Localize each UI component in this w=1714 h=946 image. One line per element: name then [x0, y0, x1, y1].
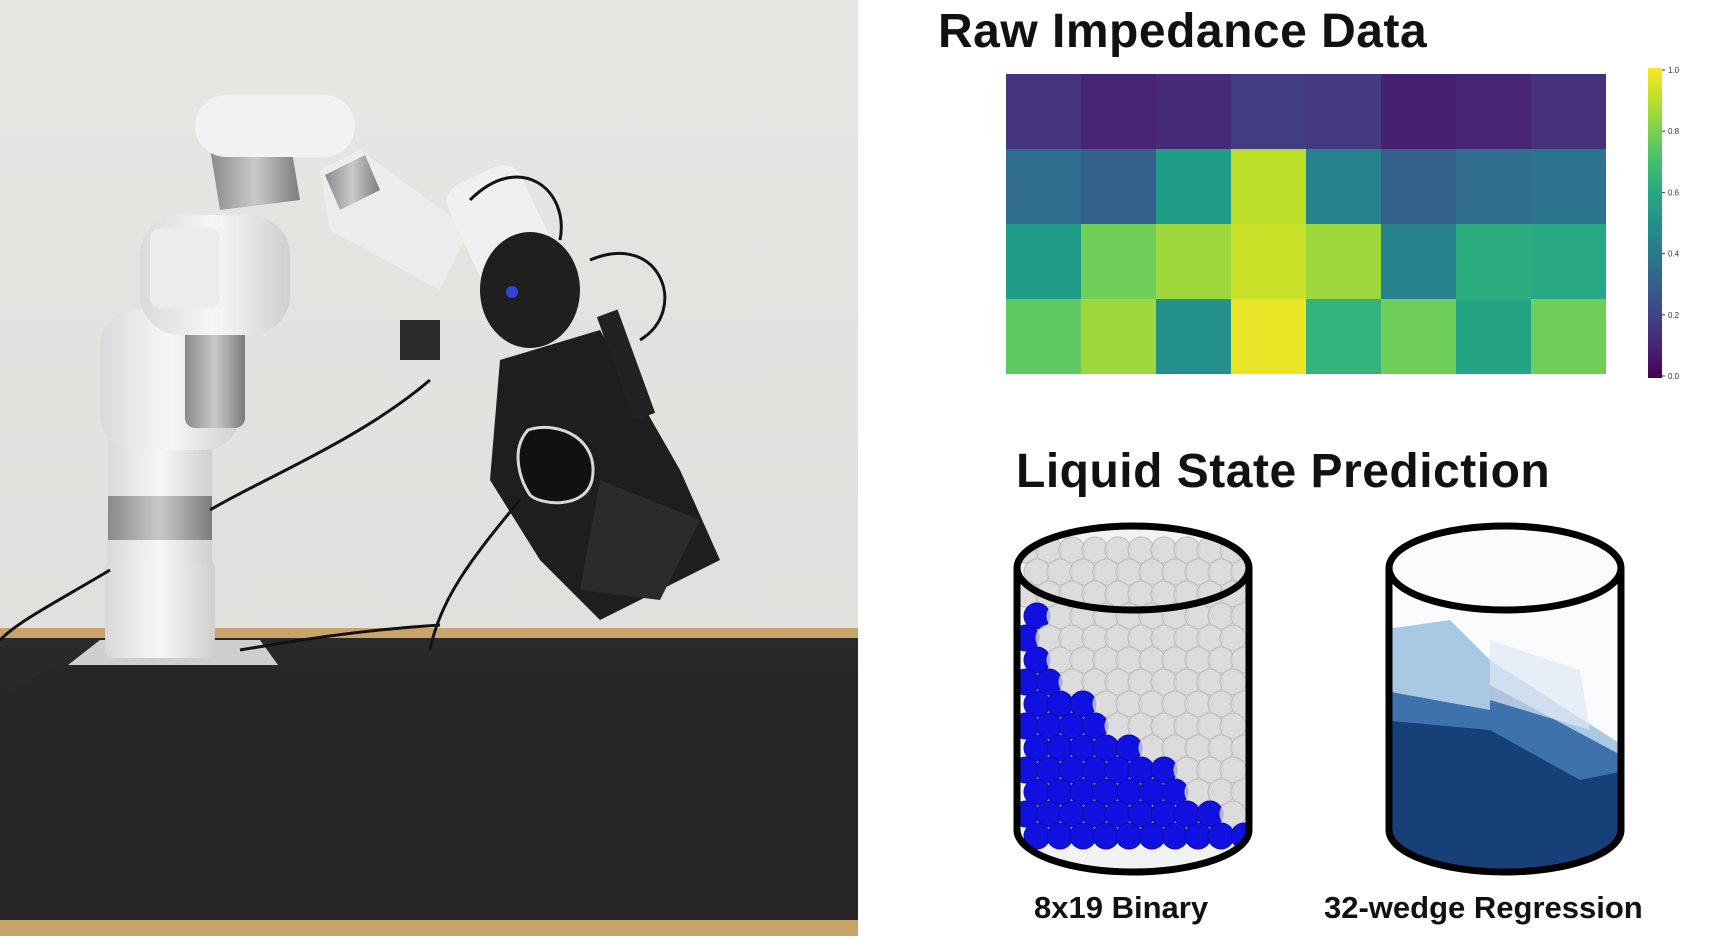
heatmap-title: Raw Impedance Data — [938, 5, 1428, 58]
heatmap-cell — [1156, 74, 1232, 150]
liquid-particle — [1046, 822, 1074, 850]
prediction-title: Liquid State Prediction — [1016, 445, 1551, 498]
colorbar-tick-label: 0.8 — [1668, 127, 1680, 136]
heatmap-cell — [1081, 224, 1157, 300]
heatmap-cell — [1531, 74, 1606, 150]
liquid-region-dark — [1389, 720, 1621, 872]
heatmap-cell — [1081, 299, 1157, 374]
colorbar-tick-label: 0.6 — [1668, 188, 1680, 197]
heatmap-cell — [1381, 224, 1457, 300]
heatmap-cell — [1456, 149, 1532, 225]
robot-arm-photo — [0, 0, 858, 936]
liquid-region-highlight — [1490, 640, 1590, 730]
liquid-particle — [1161, 822, 1189, 850]
binary-cylinder — [1013, 522, 1253, 876]
empty-particle — [1230, 602, 1249, 630]
liquid-particle — [1138, 822, 1166, 850]
heatmap-cell — [1381, 149, 1457, 225]
heatmap-cell — [1006, 224, 1082, 300]
heatmap-cell — [1531, 224, 1606, 300]
colorbar-tick-label: 0.2 — [1668, 311, 1680, 320]
heatmap-colorbar: 1.0 0.8 0.6 0.4 0.2 0.0 — [1648, 66, 1680, 381]
binary-caption: 8x19 Binary — [1034, 890, 1209, 925]
gripper — [400, 309, 720, 620]
heatmap-cell — [1306, 149, 1382, 225]
impedance-heatmap — [1006, 74, 1606, 374]
liquid-particle — [1207, 822, 1235, 850]
heatmap-cell — [1081, 149, 1157, 225]
heatmap-cell — [1081, 74, 1157, 150]
heatmap-cell — [1456, 74, 1532, 150]
colorbar-tick-label: 0.0 — [1668, 372, 1680, 381]
heatmap-cell — [1231, 299, 1307, 374]
optical-table — [0, 628, 858, 936]
liquid-particle — [1069, 822, 1097, 850]
cylinder-wall — [1385, 568, 1625, 876]
heatmap-cell — [1006, 149, 1082, 225]
heatmap-cell — [1306, 299, 1382, 374]
liquid-particle — [1184, 822, 1212, 850]
heatmap-cell — [1531, 149, 1606, 225]
empty-particle — [1230, 690, 1249, 718]
heatmap-cell — [1381, 74, 1457, 150]
cylinder-wall — [1013, 568, 1253, 876]
liquid-particle — [1092, 822, 1120, 850]
empty-particle — [1230, 734, 1249, 762]
heatmap-cell — [1231, 149, 1307, 225]
heatmap-cell — [1456, 299, 1532, 374]
regression-caption: 32-wedge Regression — [1324, 890, 1643, 925]
heatmap-cell — [1456, 224, 1532, 300]
liquid-particle — [1115, 822, 1143, 850]
colorbar-tick-label: 1.0 — [1668, 66, 1680, 75]
colorbar-tick-label: 0.4 — [1668, 250, 1680, 259]
heatmap-cell — [1156, 224, 1232, 300]
cables — [0, 175, 667, 652]
heatmap-cell — [1381, 299, 1457, 374]
heatmap-cell — [1006, 299, 1082, 374]
empty-particle — [1230, 778, 1249, 806]
heatmap-cell — [1306, 74, 1382, 150]
heatmap-cell — [1231, 74, 1307, 150]
regression-cylinder — [1385, 522, 1625, 876]
heatmap-cell — [1006, 74, 1082, 150]
colorbar-gradient — [1648, 68, 1662, 378]
empty-particle — [1230, 646, 1249, 674]
heatmap-cell — [1156, 149, 1232, 225]
heatmap-cell — [1531, 299, 1606, 374]
heatmap-cell — [1156, 299, 1232, 374]
heatmap-cell — [1306, 224, 1382, 300]
results-panel: Raw Impedance Data 1.0 0.8 0.6 0.4 0.2 0.0 Li… — [858, 0, 1714, 946]
heatmap-cell — [1231, 224, 1307, 300]
